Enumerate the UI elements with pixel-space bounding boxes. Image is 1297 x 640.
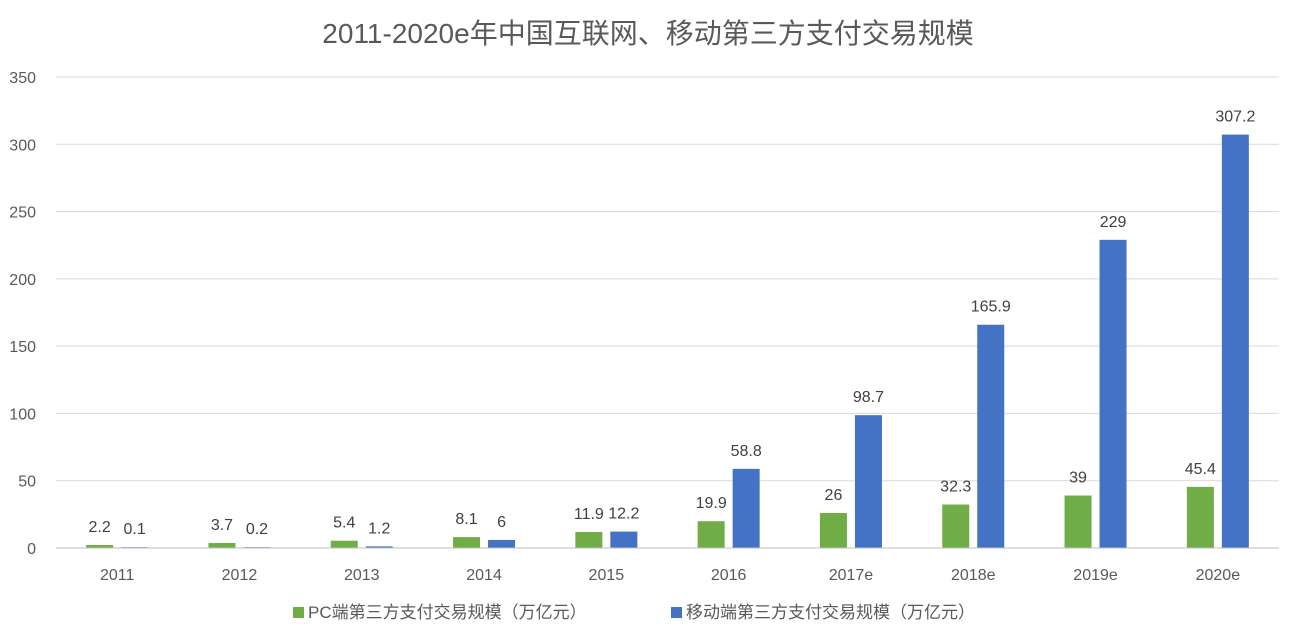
bar-pc-2011 bbox=[86, 545, 114, 548]
legend-swatch-mobile bbox=[671, 607, 682, 618]
y-tick-label: 250 bbox=[9, 205, 36, 222]
bar-pc-2017e bbox=[819, 513, 847, 548]
bar-mobile-2014 bbox=[488, 539, 516, 548]
data-label-pc-2017e: 26 bbox=[825, 487, 843, 504]
x-tick-label: 2015 bbox=[589, 567, 625, 584]
y-tick-label: 50 bbox=[18, 474, 36, 491]
bar-pc-2018e bbox=[942, 504, 970, 548]
x-tick-label: 2014 bbox=[466, 567, 502, 584]
data-label-pc-2014: 8.1 bbox=[455, 511, 477, 528]
x-tick-label: 2012 bbox=[222, 567, 258, 584]
data-label-mobile-2013: 1.2 bbox=[368, 520, 390, 537]
y-tick-label: 100 bbox=[9, 406, 36, 423]
x-tick-label: 2018e bbox=[951, 567, 996, 584]
x-tick-label: 2016 bbox=[711, 567, 747, 584]
bar-pc-2012 bbox=[208, 543, 236, 548]
data-label-mobile-2020e: 307.2 bbox=[1215, 109, 1255, 126]
data-label-pc-2016: 19.9 bbox=[696, 495, 727, 512]
data-label-pc-2020e: 45.4 bbox=[1185, 461, 1216, 478]
bar-pc-2014 bbox=[453, 537, 481, 548]
x-tick-label: 2017e bbox=[829, 567, 874, 584]
data-label-mobile-2014: 6 bbox=[497, 514, 506, 531]
bar-pc-2016 bbox=[697, 521, 725, 548]
data-label-mobile-2016: 58.8 bbox=[731, 443, 762, 460]
y-tick-label: 300 bbox=[9, 137, 36, 154]
bar-pc-2013 bbox=[330, 540, 358, 548]
bar-pc-2020e bbox=[1186, 486, 1214, 548]
x-tick-label: 2019e bbox=[1073, 567, 1118, 584]
bar-mobile-2017e bbox=[854, 415, 882, 548]
legend-swatch-pc bbox=[293, 607, 304, 618]
data-labels: 2.2 0.1 3.7 0.2 5.4 1.2 8.1 6 11.9 12.2 19.9 58.8 26… bbox=[89, 109, 1256, 539]
bar-pc-2019e bbox=[1064, 495, 1092, 548]
y-axis: 0 50 100 150 200 250 300 350 bbox=[9, 70, 36, 558]
gridlines bbox=[56, 76, 1279, 482]
x-axis: 2011 2012 2013 2014 2015 2016 2017e 2018e 2019e 2… bbox=[56, 547, 1279, 584]
y-tick-label: 200 bbox=[9, 272, 36, 289]
data-label-pc-2012: 3.7 bbox=[211, 517, 233, 534]
data-label-mobile-2011: 0.1 bbox=[124, 521, 146, 538]
x-tick-label: 2011 bbox=[100, 567, 135, 584]
legend-label-mobile: 移动端第三方支付交易规模（万亿元） bbox=[686, 603, 975, 622]
bars bbox=[86, 134, 1249, 549]
data-label-pc-2018e: 32.3 bbox=[940, 479, 971, 496]
bar-mobile-2013 bbox=[365, 546, 393, 548]
y-tick-label: 0 bbox=[27, 541, 36, 558]
legend: PC端第三方支付交易规模（万亿元） 移动端第三方支付交易规模（万亿元） bbox=[293, 603, 975, 622]
y-tick-label: 350 bbox=[9, 70, 36, 87]
x-tick-label: 2020e bbox=[1196, 567, 1241, 584]
data-label-mobile-2012: 0.2 bbox=[246, 521, 268, 538]
y-tick-label: 150 bbox=[9, 339, 36, 356]
data-label-mobile-2017e: 98.7 bbox=[853, 389, 884, 406]
bar-mobile-2019e bbox=[1099, 239, 1127, 548]
data-label-mobile-2015: 12.2 bbox=[608, 506, 639, 523]
legend-label-pc: PC端第三方支付交易规模（万亿元） bbox=[308, 603, 587, 622]
bar-mobile-2015 bbox=[610, 531, 638, 548]
data-label-pc-2019e: 39 bbox=[1069, 470, 1087, 487]
data-label-pc-2015: 11.9 bbox=[574, 506, 604, 523]
data-label-pc-2013: 5.4 bbox=[333, 515, 355, 532]
bar-mobile-2016 bbox=[732, 468, 760, 548]
bar-pc-2015 bbox=[575, 531, 603, 548]
data-label-pc-2011: 2.2 bbox=[89, 519, 111, 536]
data-label-mobile-2018e: 165.9 bbox=[971, 299, 1011, 316]
bar-mobile-2018e bbox=[977, 324, 1005, 548]
bar-mobile-2020e bbox=[1221, 134, 1249, 549]
data-label-mobile-2019e: 229 bbox=[1100, 214, 1127, 231]
x-tick-label: 2013 bbox=[344, 567, 380, 584]
chart-title: 2011-2020e年中国互联网、移动第三方支付交易规模 bbox=[322, 18, 973, 49]
